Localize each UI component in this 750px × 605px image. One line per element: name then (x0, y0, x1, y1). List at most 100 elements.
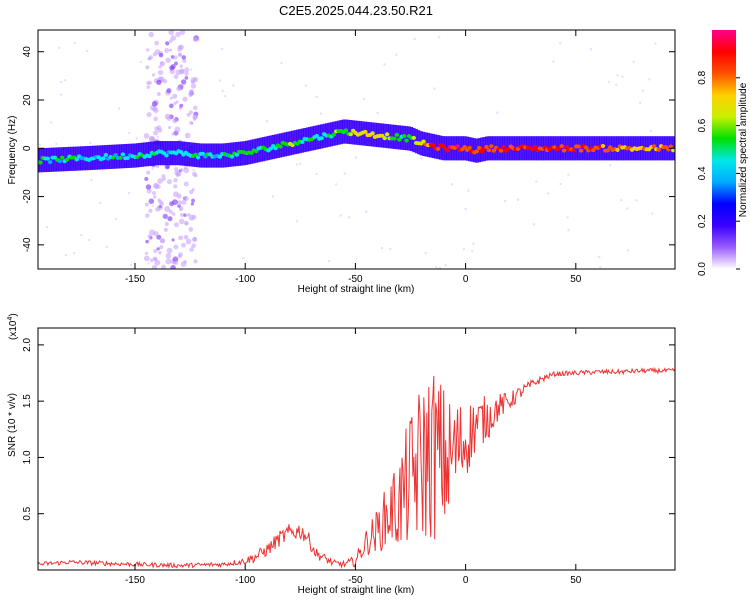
spectrogram-scatter-point (181, 199, 187, 205)
spectrogram-noise-point (347, 216, 351, 219)
spectrogram-ridge-cell (404, 138, 409, 143)
spectrogram-ridge-cell (273, 146, 278, 151)
spectrogram-noise-point (547, 192, 550, 195)
spectrogram-ridge-cell (300, 139, 305, 144)
spectrogram-scatter-point (191, 188, 195, 192)
spectrogram-scatter-point (172, 118, 178, 124)
spectrogram-xlabel: Height of straight line (km) (298, 284, 415, 295)
spectrogram-ridge-cell (47, 160, 53, 165)
spectrogram-scatter-point (168, 30, 175, 36)
spectrogram-noise-point (620, 199, 623, 202)
spectrogram-ridge-cell (455, 144, 460, 149)
spectrogram-scatter-point (171, 132, 175, 136)
spectrogram-ytick-label: 40 (22, 46, 33, 58)
spectrogram-noise-point (376, 111, 379, 115)
spectrogram-ridge-envelope (148, 141, 152, 167)
spectrogram-ridge-envelope (63, 147, 67, 172)
spectrogram-scatter-point (159, 245, 164, 250)
spectrogram-noise-point (389, 247, 392, 251)
spectrogram-scatter-point (147, 56, 152, 61)
spectrogram-noise-point (79, 233, 83, 237)
spectrogram-scatter-point (191, 214, 197, 220)
spectrogram-ridge-cell (193, 152, 198, 157)
spectrogram-scatter-point (148, 198, 155, 205)
spectrogram-noise-point (271, 195, 275, 198)
spectrogram-noise-point (615, 83, 618, 87)
spectrogram-scatter-point (151, 264, 158, 269)
spectrogram-scatter-point (184, 67, 190, 73)
spectrogram-ridge-cell (64, 157, 70, 162)
spectrogram-noise-point (197, 38, 201, 41)
spectrogram-scatter-point (151, 73, 156, 77)
spectrogram-ridge-cell (600, 143, 606, 148)
spectrogram-scatter-point (161, 174, 166, 179)
spectrogram-noise-point (589, 48, 593, 51)
spectrogram-ridge-envelope (329, 122, 334, 147)
spectrogram-noise-point (641, 89, 645, 92)
spectrogram-scatter-point (174, 222, 179, 228)
snr-xtick-label: -100 (235, 575, 255, 586)
spectrogram-ytick-label: -20 (22, 189, 33, 204)
spectrogram-noise-point (89, 141, 92, 145)
spectrogram-ridge-cell (113, 152, 118, 157)
spectrogram-scatter-point (166, 247, 173, 254)
spectrogram-noise-point (472, 242, 475, 245)
spectrogram-ridge-cell (559, 144, 564, 149)
spectrogram-noise-point (621, 75, 624, 78)
spectrogram-noise-point (355, 156, 358, 159)
spectrogram-ridge-envelope (104, 145, 108, 170)
spectrogram-scatter-point (188, 110, 193, 115)
spectrogram-ridge-cell (135, 154, 140, 159)
spectrogram-scatter-point (192, 37, 198, 42)
spectrogram-scatter-point (180, 168, 184, 172)
spectrogram-ridge-cell (477, 145, 482, 150)
spectrogram-scatter-point (190, 77, 197, 84)
spectrogram-noise-point (598, 255, 601, 259)
spectrogram-scatter-point (188, 92, 193, 98)
spectrogram-noise-point (156, 136, 159, 139)
spectrogram-ridge-cell (532, 144, 538, 149)
spectrogram-scatter-point (156, 92, 161, 96)
spectrogram-scatter-point (165, 258, 172, 265)
spectrogram-ridge-cell (125, 156, 130, 161)
spectrogram-scatter-point (146, 188, 152, 194)
spectrogram-ridge-cell (671, 148, 675, 153)
spectrogram-scatter-point (162, 78, 168, 84)
spectrogram-ridge-cell (348, 132, 353, 137)
spectrogram-noise-point (127, 191, 131, 195)
spectrogram-ridge-envelope (562, 136, 566, 161)
spectrogram-ridge-envelope (165, 141, 169, 166)
spectrogram-ytick-label: 0 (22, 145, 33, 151)
spectrogram-noise-point (496, 111, 499, 114)
spectrogram-ridge-envelope (446, 136, 450, 161)
spectrogram-scatter-point (166, 115, 172, 121)
spectrogram-ridge-cell (445, 148, 450, 153)
spectrogram-scatter-point (158, 69, 164, 76)
spectrogram-ridge-cell (331, 132, 336, 137)
spectrogram-xtick-label: -150 (125, 274, 145, 285)
spectrogram-noise-point (46, 225, 49, 229)
spectrogram-ridge-envelope (126, 143, 130, 169)
spectrogram-ridge-cell (195, 155, 201, 160)
spectrogram-scatter-point (173, 101, 177, 105)
spectrogram-scatter-point (152, 256, 158, 261)
spectrogram-ridge-envelope (266, 135, 271, 161)
spectrogram-noise-point (59, 80, 63, 84)
spectrogram-noise-point (63, 79, 67, 82)
spectrogram-noise-point (464, 207, 467, 211)
spectrogram-scatter-point (163, 227, 168, 232)
spectrogram-noise-point (151, 167, 154, 171)
figure-title: C2E5.2025.044.23.50.R21 (279, 3, 433, 18)
spectrogram-scatter-point (175, 172, 180, 178)
spectrogram-ridge-cell (607, 145, 613, 150)
spectrogram-scatter-point (183, 234, 189, 240)
spectrogram-scatter-point (172, 93, 178, 99)
spectrogram-scatter-point (157, 178, 164, 184)
spectrogram-ridge-envelope (441, 136, 445, 161)
spectrogram-scatter-point (193, 173, 198, 178)
spectrogram-noise-point (626, 249, 630, 252)
spectrogram-ridge-envelope (77, 146, 81, 171)
spectrogram-noise-point (218, 79, 221, 82)
spectrogram-scatter-point (157, 198, 161, 202)
spectrogram-noise-point (50, 121, 53, 124)
